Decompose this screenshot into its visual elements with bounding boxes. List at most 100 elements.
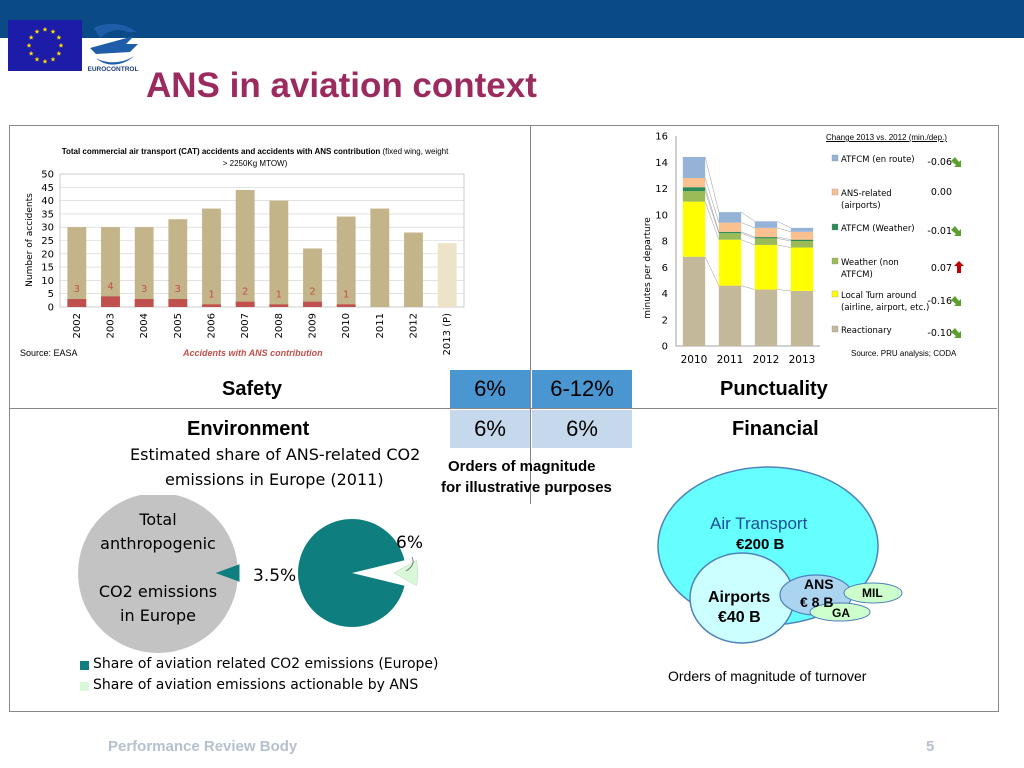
- x-tick-label: 2010: [341, 313, 352, 338]
- total-co2-line3: [92, 556, 224, 580]
- eu-star: [26, 42, 32, 48]
- legend-label-line2: (airports): [841, 201, 881, 211]
- series-connector: [741, 222, 755, 229]
- safety-heading: Safety: [222, 378, 283, 400]
- y-tick-label: 25: [41, 236, 54, 247]
- change-value: -0.16: [927, 296, 952, 307]
- change-value: -0.01: [927, 226, 952, 237]
- series-connector: [704, 187, 720, 232]
- legend-label: Reactionary: [841, 326, 892, 336]
- legend-swatch-aviation: [80, 661, 89, 670]
- safety-legend-label: Accidents with ANS contribution: [183, 348, 323, 358]
- x-tick-label: 2013 (P): [442, 313, 453, 356]
- safety-chart-title: Total commercial air transport (CAT) acc…: [20, 146, 490, 170]
- ans-data-label: 1: [343, 289, 349, 300]
- stacked-segment: [718, 239, 742, 286]
- eu-star: [42, 26, 48, 32]
- aviation-slice: [215, 564, 240, 582]
- ga-label: GA: [832, 606, 850, 620]
- y-tick-label: 10: [41, 276, 54, 287]
- x-tick-label: 2005: [173, 313, 184, 338]
- y-tick-label: 5: [48, 289, 54, 300]
- series-connector: [741, 211, 755, 222]
- y-axis-label: minutes per departure: [643, 217, 653, 319]
- ga-ellipse: [809, 602, 871, 622]
- footer-text: Performance Review Body: [108, 738, 298, 755]
- ans-data-label: 1: [208, 289, 214, 300]
- vertical-divider-top: [530, 125, 531, 408]
- x-tick-label: 2011: [717, 354, 744, 366]
- eu-star: [50, 56, 56, 62]
- stacked-segment: [718, 233, 742, 240]
- safety-source: Source: EASA: [20, 348, 78, 358]
- mil-ellipse: [843, 582, 903, 604]
- series-connector: [777, 244, 791, 248]
- total-accidents-bar: [202, 208, 221, 307]
- stacked-segment: [682, 201, 706, 257]
- horizontal-divider: [9, 408, 997, 409]
- safety-chart-title-rest: (fixed wing, weight: [382, 147, 449, 156]
- total-co2-label: Total anthropogenic CO2 emissions in Eur…: [92, 508, 224, 628]
- legend-swatch: [831, 188, 839, 196]
- stacked-segment: [790, 247, 814, 291]
- total-co2-line4: CO2 emissions: [98, 582, 218, 601]
- x-tick-label: 2012: [409, 313, 420, 338]
- series-connector: [777, 221, 791, 229]
- stacked-segment: [790, 227, 814, 232]
- x-tick-label: 2006: [207, 313, 218, 338]
- y-tick-label: 45: [41, 183, 54, 194]
- eu-star: [28, 50, 34, 56]
- safety-chart-title-line2: > 2250Kg MTOW): [222, 159, 288, 168]
- legend-swatch: [831, 154, 839, 162]
- change-value: -0.10: [927, 328, 952, 339]
- series-connector: [704, 201, 720, 240]
- series-connector: [741, 231, 755, 238]
- ans-accidents-bar: [134, 299, 154, 307]
- total-accidents-bar: [67, 227, 87, 307]
- legend-swatch: [831, 257, 839, 265]
- eu-star: [56, 50, 62, 56]
- air-transport-value: €200 B: [736, 536, 785, 553]
- legend-ans: Share of aviation emissions actionable b…: [93, 677, 419, 693]
- y-tick-label: 8: [662, 237, 668, 248]
- eurocontrol-logo: EUROCONTROL: [86, 18, 140, 78]
- stacked-segment: [718, 231, 742, 234]
- total-accidents-bar: [134, 227, 154, 307]
- ans-accidents-bar: [101, 296, 120, 307]
- slide-title: ANS in aviation context: [146, 66, 537, 105]
- environment-subtitle-line1: Estimated share of ANS-related CO2: [130, 445, 421, 464]
- y-tick-label: 40: [41, 196, 54, 207]
- ans-accidents-bar: [336, 304, 356, 307]
- down-trend-arrow-icon: [951, 226, 961, 236]
- stacked-segment: [682, 178, 706, 188]
- cell-environment-share: 6%: [450, 410, 530, 448]
- y-tick-label: 15: [41, 263, 54, 274]
- eu-star: [56, 34, 62, 40]
- legend-aviation: Share of aviation related CO2 emissions …: [93, 656, 439, 672]
- change-header: Change 2013 vs. 2012 (min./dep.): [826, 133, 947, 142]
- stacked-segment: [754, 244, 778, 290]
- stacked-segment: [682, 256, 706, 346]
- eu-star: [50, 29, 56, 34]
- turnover-caption: Orders of magnitude of turnover: [668, 668, 867, 684]
- y-tick-label: 30: [41, 223, 54, 234]
- safety-bar-chart: 0 5 10 15 20 25 30 35 40 45 50 Number of accidents 3…: [25, 170, 465, 356]
- total-accidents-bar: [269, 200, 289, 307]
- ans-data-label: 3: [141, 284, 147, 295]
- y-tick-label: 35: [41, 209, 54, 220]
- legend-swatch: [831, 290, 839, 298]
- legend-swatch: [831, 223, 839, 231]
- stacked-segment: [790, 241, 814, 248]
- vertical-divider-bottom: [530, 408, 531, 504]
- series-connector: [704, 156, 720, 213]
- stacked-segment: [682, 191, 706, 202]
- total-accidents-bar: [168, 219, 188, 307]
- total-accidents-bar: [370, 208, 390, 307]
- legend-label-line2: ATFCM): [841, 270, 873, 280]
- x-tick-label: 2004: [139, 313, 150, 338]
- ans-data-label: 2: [309, 287, 315, 298]
- turnover-diagram: [657, 466, 903, 644]
- total-accidents-bar: [235, 189, 255, 307]
- total-accidents-bar: [303, 248, 322, 307]
- magnitude-note-line2: for illustrative purposes: [441, 479, 612, 496]
